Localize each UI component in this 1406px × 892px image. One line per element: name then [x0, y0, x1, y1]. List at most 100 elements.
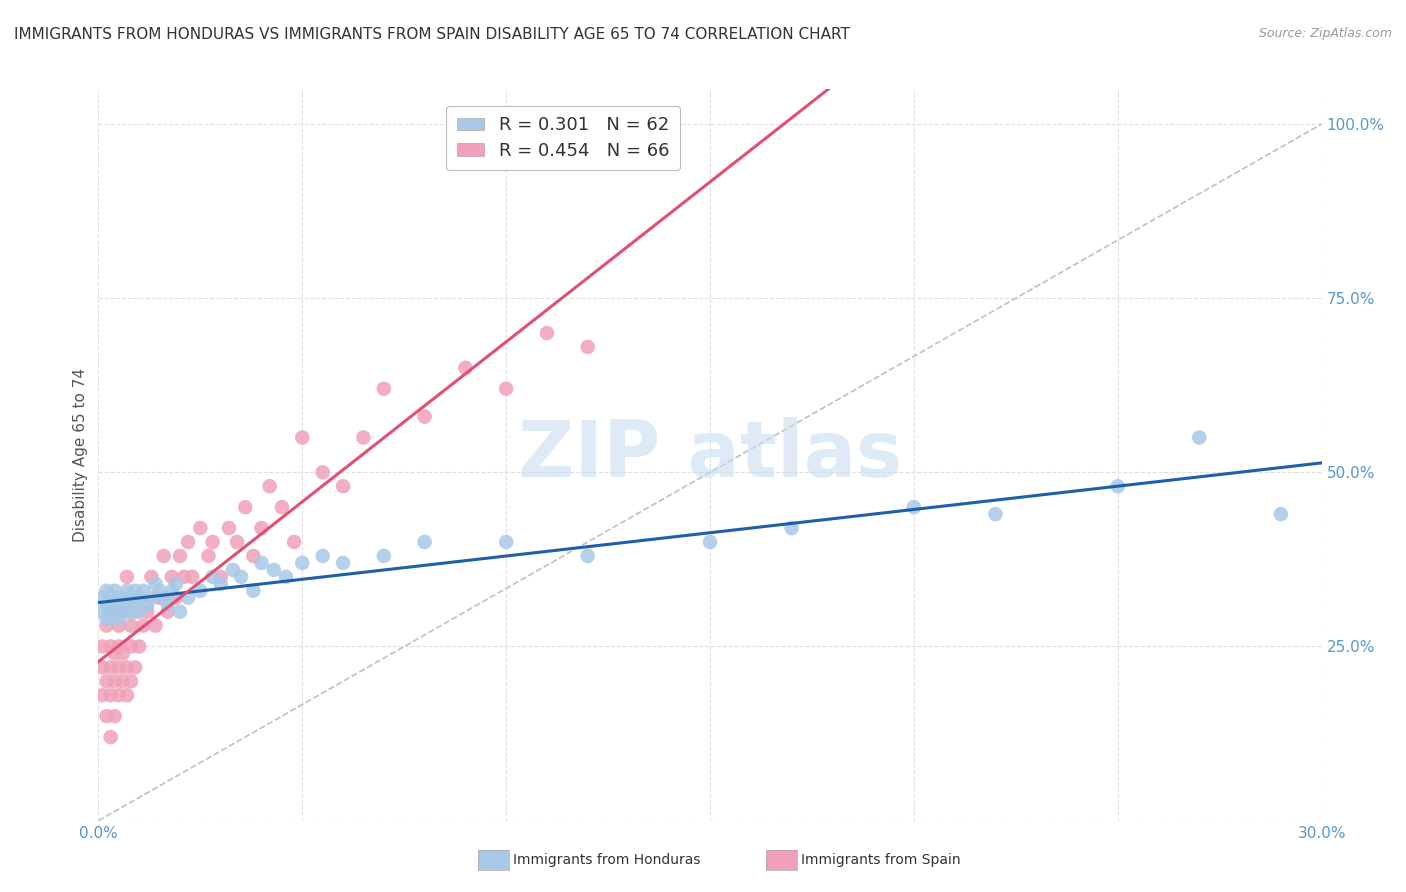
- Point: [226, 535, 249, 549]
- Point: [100, 730, 122, 744]
- Point: [111, 605, 134, 619]
- Point: [169, 605, 191, 619]
- Point: [108, 688, 131, 702]
- Point: [181, 570, 204, 584]
- Text: Immigrants from Honduras: Immigrants from Honduras: [513, 853, 700, 867]
- Point: [152, 549, 174, 563]
- Point: [173, 570, 195, 584]
- Legend: R = 0.301   N = 62, R = 0.454   N = 66: R = 0.301 N = 62, R = 0.454 N = 66: [446, 105, 681, 170]
- Point: [188, 521, 212, 535]
- Point: [156, 598, 179, 612]
- Point: [115, 598, 138, 612]
- Point: [169, 549, 191, 563]
- Point: [274, 570, 297, 584]
- Point: [104, 709, 127, 723]
- Point: [197, 549, 219, 563]
- Point: [120, 674, 142, 689]
- Point: [124, 605, 146, 619]
- Point: [132, 583, 155, 598]
- Point: [120, 618, 142, 632]
- Point: [108, 605, 131, 619]
- Point: [332, 479, 354, 493]
- Point: [413, 535, 436, 549]
- Point: [165, 576, 187, 591]
- Point: [160, 583, 183, 598]
- Point: [132, 618, 155, 632]
- Point: [108, 618, 131, 632]
- Point: [576, 340, 599, 354]
- Point: [201, 570, 224, 584]
- Point: [312, 466, 335, 480]
- Point: [120, 640, 142, 654]
- Point: [100, 660, 122, 674]
- Point: [495, 535, 517, 549]
- Point: [104, 605, 127, 619]
- Point: [128, 640, 150, 654]
- Point: [128, 591, 150, 605]
- Point: [120, 605, 142, 619]
- Point: [699, 535, 721, 549]
- Point: [454, 360, 477, 375]
- Point: [291, 556, 314, 570]
- Point: [495, 382, 517, 396]
- Point: [1270, 507, 1292, 521]
- Text: Immigrants from Spain: Immigrants from Spain: [801, 853, 962, 867]
- Point: [124, 598, 146, 612]
- Point: [104, 647, 127, 661]
- Point: [250, 521, 273, 535]
- Point: [291, 430, 314, 444]
- Point: [141, 570, 163, 584]
- Point: [780, 521, 803, 535]
- Point: [115, 660, 138, 674]
- Text: Source: ZipAtlas.com: Source: ZipAtlas.com: [1258, 27, 1392, 40]
- Point: [111, 605, 134, 619]
- Point: [100, 591, 122, 605]
- Point: [96, 709, 118, 723]
- Point: [242, 549, 264, 563]
- Point: [96, 618, 118, 632]
- Point: [100, 640, 122, 654]
- Point: [108, 640, 131, 654]
- Point: [141, 591, 163, 605]
- Point: [104, 674, 127, 689]
- Point: [188, 583, 212, 598]
- Point: [218, 521, 240, 535]
- Point: [270, 500, 294, 515]
- Point: [209, 570, 232, 584]
- Point: [263, 563, 285, 577]
- Point: [96, 583, 118, 598]
- Text: IMMIGRANTS FROM HONDURAS VS IMMIGRANTS FROM SPAIN DISABILITY AGE 65 TO 74 CORREL: IMMIGRANTS FROM HONDURAS VS IMMIGRANTS F…: [14, 27, 851, 42]
- Point: [100, 605, 122, 619]
- Y-axis label: Disability Age 65 to 74: Disability Age 65 to 74: [73, 368, 89, 542]
- Point: [100, 598, 122, 612]
- Point: [111, 647, 134, 661]
- Point: [201, 535, 224, 549]
- Point: [108, 598, 131, 612]
- Point: [984, 507, 1007, 521]
- Point: [1107, 479, 1129, 493]
- Point: [373, 382, 395, 396]
- Point: [312, 549, 335, 563]
- Point: [111, 591, 134, 605]
- Point: [152, 591, 174, 605]
- Point: [332, 556, 354, 570]
- Point: [96, 612, 118, 626]
- Text: ZIP atlas: ZIP atlas: [517, 417, 903, 493]
- Point: [111, 598, 134, 612]
- Point: [242, 583, 264, 598]
- Point: [1188, 430, 1211, 444]
- Point: [165, 591, 187, 605]
- Point: [124, 583, 146, 598]
- Point: [177, 591, 200, 605]
- Point: [136, 598, 159, 612]
- Point: [145, 576, 167, 591]
- Point: [115, 688, 138, 702]
- Point: [177, 535, 200, 549]
- Point: [108, 591, 131, 605]
- Point: [536, 326, 558, 340]
- Point: [91, 591, 114, 605]
- Point: [259, 479, 281, 493]
- Point: [128, 605, 150, 619]
- Point: [111, 674, 134, 689]
- Point: [91, 640, 114, 654]
